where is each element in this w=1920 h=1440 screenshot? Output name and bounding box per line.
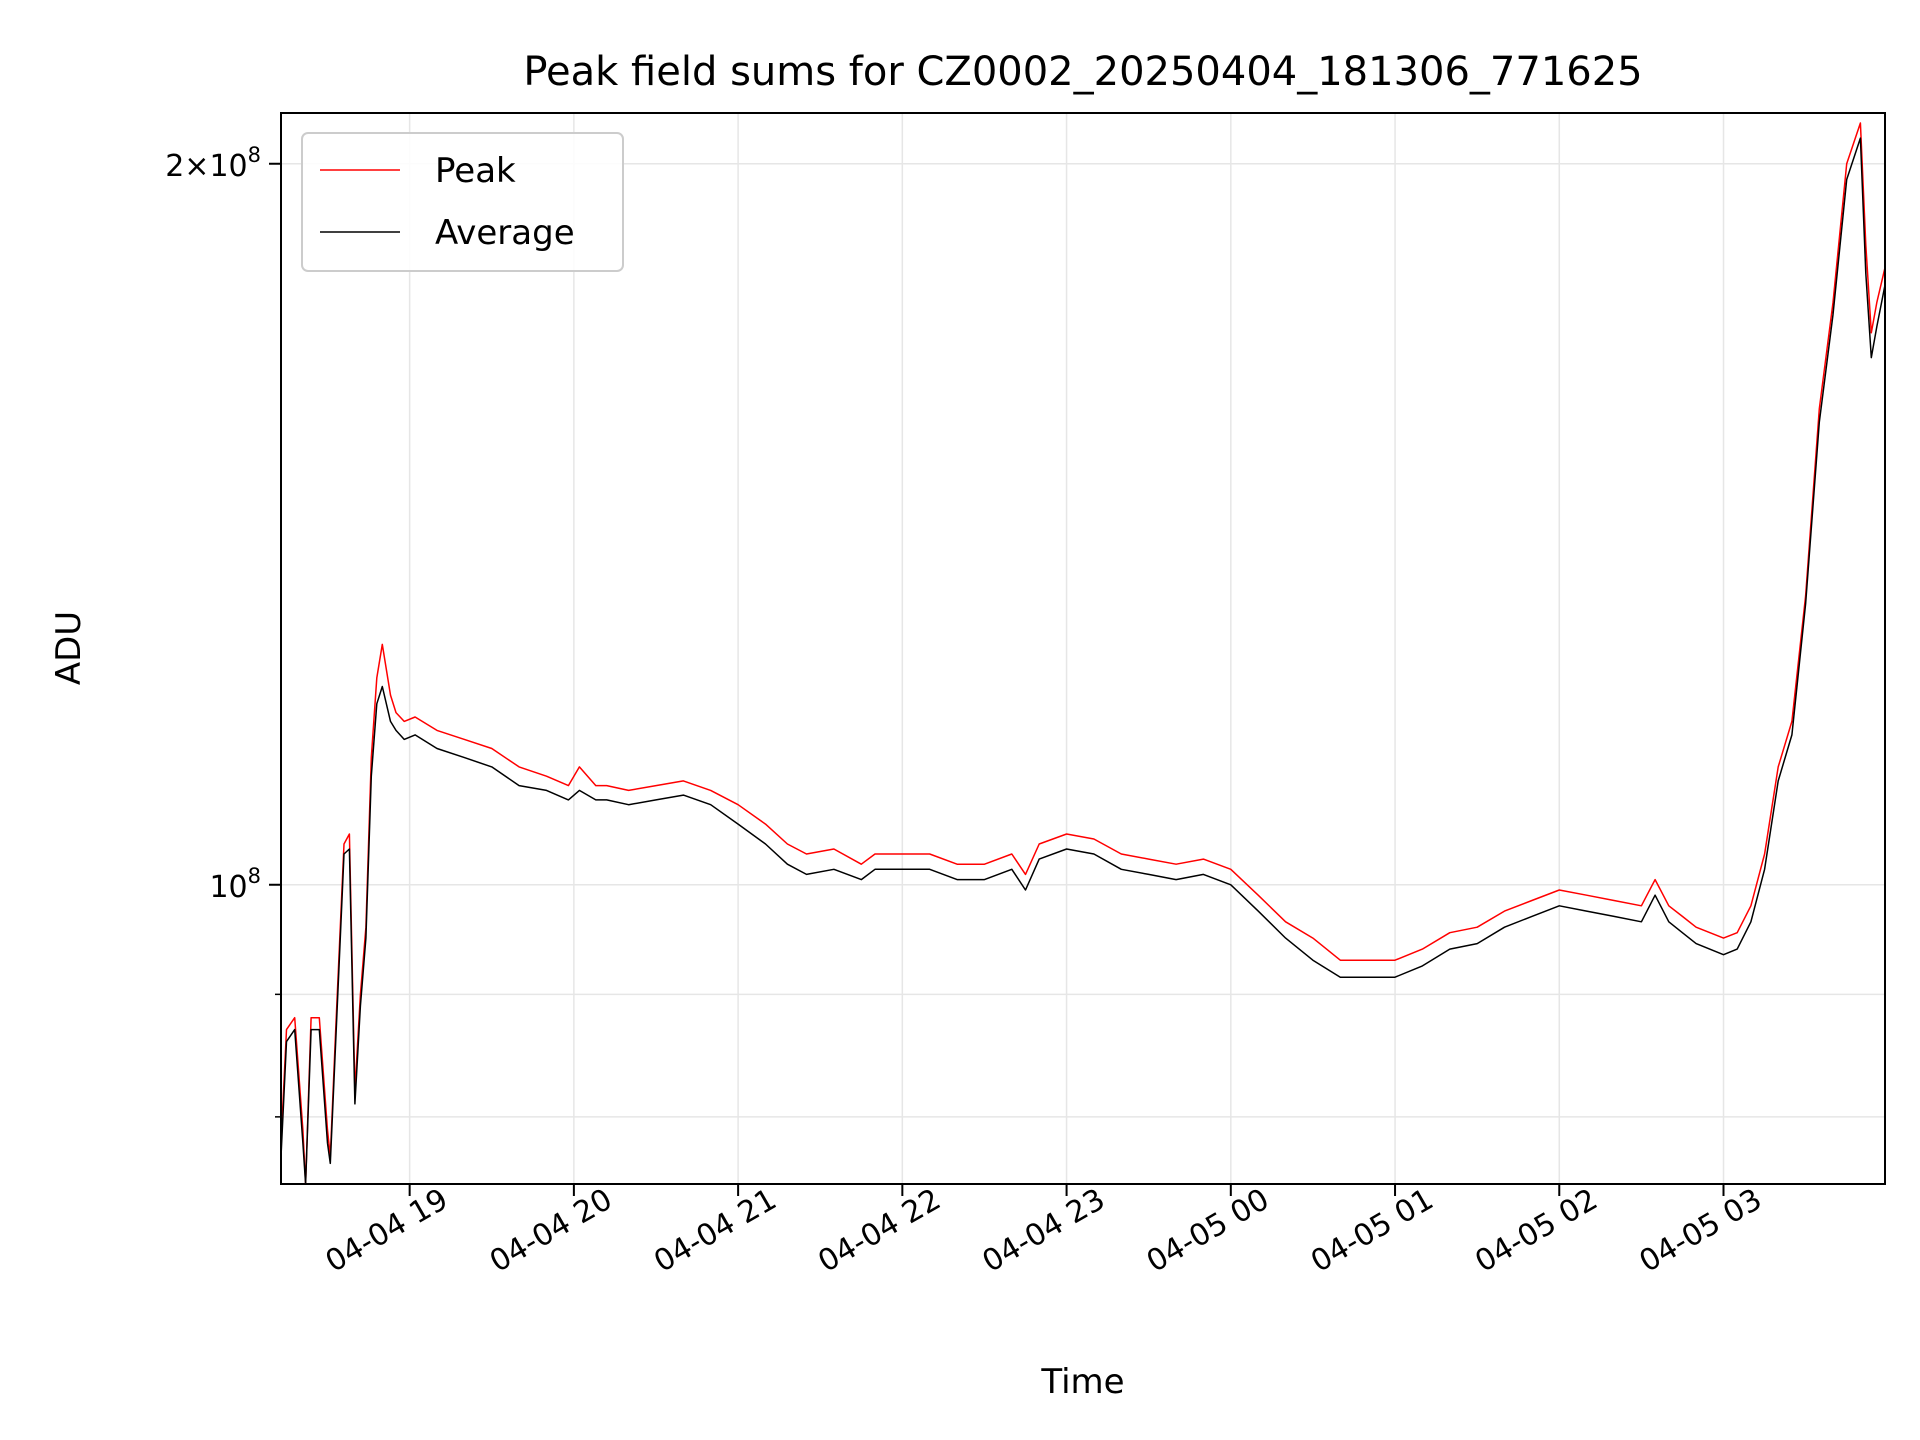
- legend-label-peak: Peak: [435, 151, 516, 191]
- y-axis: 108 2×108: [165, 143, 281, 1118]
- plot-frame: [280, 112, 1886, 1185]
- legend-label-average: Average: [435, 213, 575, 253]
- y-axis-title: ADU: [49, 611, 89, 685]
- y-tick-label: 2×108: [165, 143, 261, 184]
- y-tick-label: 108: [209, 864, 261, 905]
- series-line-average: [280, 137, 1886, 1185]
- legend-box: [301, 132, 624, 272]
- chart-title: Peak field sums for CZ0002_20250404_1813…: [523, 49, 1642, 95]
- series-layer: [280, 122, 1886, 1185]
- x-axis-title: Time: [1040, 1362, 1124, 1402]
- grid: [281, 113, 1885, 1184]
- legend: Peak Average: [301, 132, 624, 272]
